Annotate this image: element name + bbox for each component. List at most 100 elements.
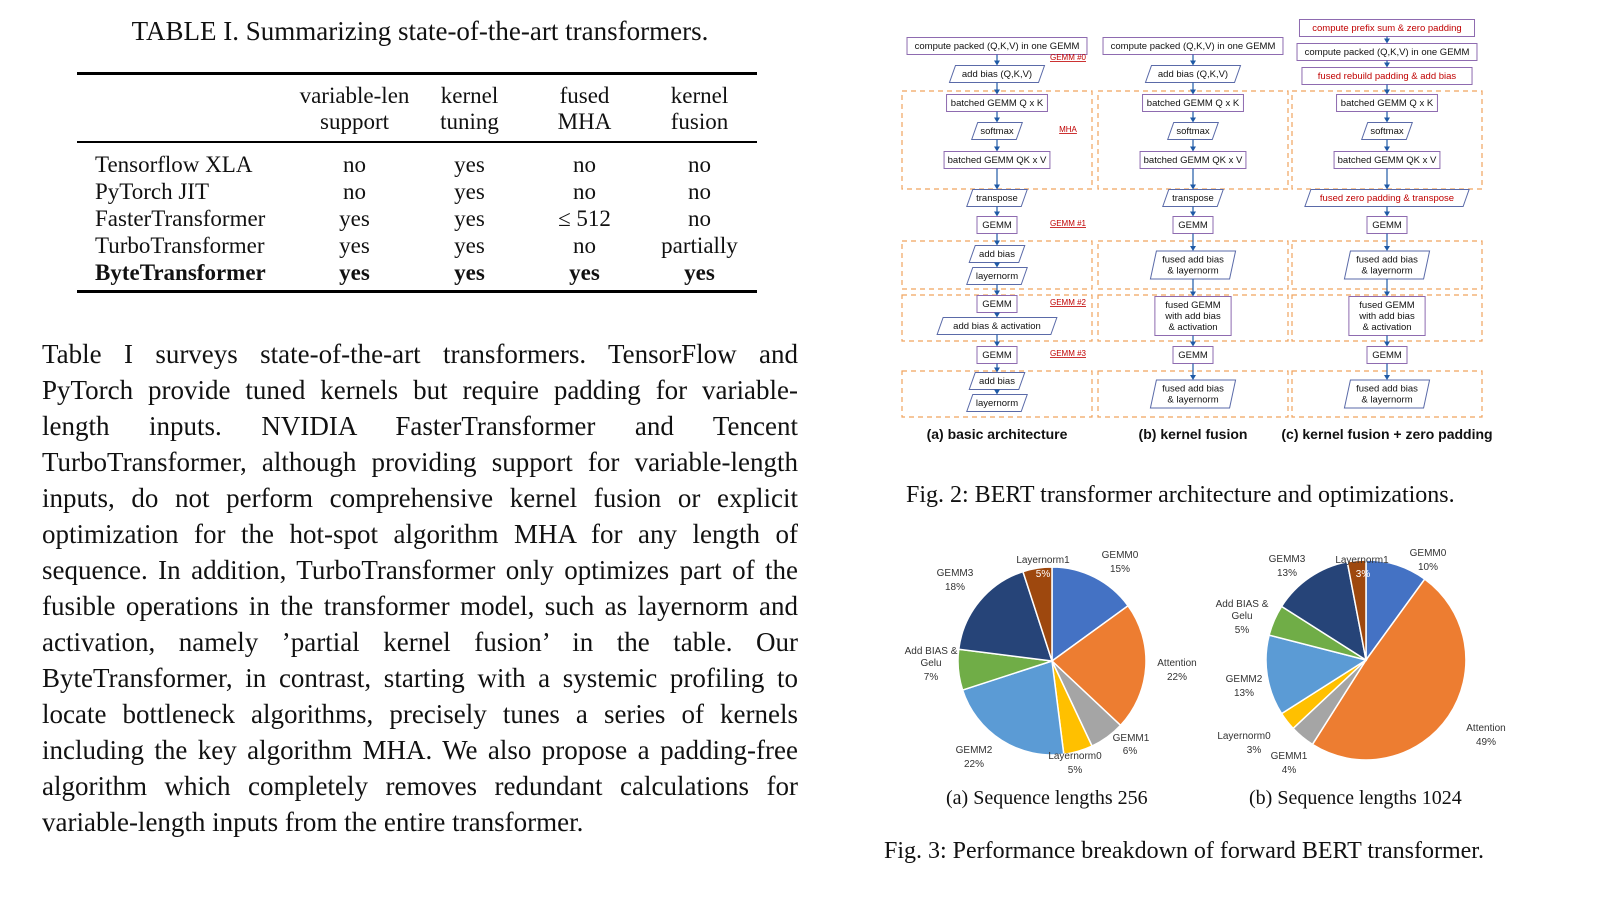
- cell: no: [573, 151, 596, 177]
- pie-slice-name: GEMM3: [1269, 554, 1306, 565]
- cell: yes: [454, 259, 485, 285]
- header-fused-mha: fused MHA: [557, 83, 612, 134]
- flow-node-parallelogram: [948, 65, 1046, 83]
- flow-arrowhead: [994, 146, 1000, 152]
- table-caption: TABLE I. Summarizing state-of-the-art tr…: [131, 16, 709, 46]
- pie-chart-seq1024: GEMM0 10% Attention 49% GEMM1 4% Layernorm0 3% G…: [1216, 548, 1506, 776]
- flow-node-label: fused GEMM: [1165, 300, 1221, 311]
- annotation-label: GEMM #3: [1050, 349, 1087, 358]
- pie-slice-layernorm1: [1346, 559, 1367, 661]
- pie-slice-name: Attention: [1157, 658, 1196, 669]
- pie-slice-percent: 15%: [1110, 564, 1130, 575]
- flow-node-label: & activation: [1168, 322, 1217, 333]
- flow-node-label: transpose: [976, 193, 1018, 204]
- diagram-column-label: (c) kernel fusion + zero padding: [1281, 426, 1492, 442]
- flow-node-label: fused rebuild padding & add bias: [1318, 71, 1457, 82]
- fig3-caption: Fig. 3: Performance breakdown of forward…: [884, 838, 1484, 864]
- flow-node-label: batched GEMM QK x V: [1144, 155, 1243, 166]
- cell: no: [573, 232, 596, 258]
- flow-node-parallelogram: [1167, 122, 1219, 140]
- flow-arrowhead: [994, 211, 1000, 217]
- flow-node-label: batched GEMM Q x K: [951, 98, 1044, 109]
- flow-arrowhead: [1384, 341, 1390, 347]
- annotation-label: GEMM #0: [1050, 53, 1087, 62]
- flow-node-label: & layernorm: [1167, 395, 1218, 406]
- flow-arrowhead: [1384, 38, 1390, 44]
- flow-node-parallelogram: [1361, 122, 1413, 140]
- flow-arrowhead: [1190, 89, 1196, 95]
- pie-slice-percent: 22%: [964, 759, 984, 770]
- flow-arrowhead: [1190, 246, 1196, 251]
- flow-arrowhead: [1384, 62, 1390, 68]
- pie-slice-percent: 3%: [1356, 569, 1371, 580]
- flow-node-parallelogram: [968, 372, 1026, 390]
- flow-node-label: transpose: [1172, 193, 1214, 204]
- flow-arrowhead: [1190, 291, 1196, 297]
- flow-arrowhead: [1384, 246, 1390, 251]
- flow-node-label: layernorm: [976, 271, 1018, 282]
- flow-arrowhead: [994, 290, 1000, 296]
- flow-node-label: GEMM: [1178, 350, 1208, 361]
- table-row: ByteTransformer yes yes yes yes: [77, 259, 757, 290]
- pie-slice-name: Gelu: [920, 658, 941, 669]
- fig2-caption: Fig. 2: BERT transformer architecture an…: [906, 482, 1455, 508]
- comparison-table-wrapper: variable-len support kernel tuning fused MH…: [77, 72, 757, 293]
- flow-node-label: GEMM: [1372, 350, 1402, 361]
- pie-slice-percent: 18%: [945, 582, 965, 593]
- pie-slice-gemm2: [1265, 634, 1368, 715]
- row-name: PyTorch JIT: [95, 178, 210, 204]
- header-variable-len: variable-len support: [299, 83, 410, 134]
- header-name: [77, 75, 297, 141]
- cell: yes: [569, 259, 600, 285]
- table-top-rule: [77, 72, 757, 75]
- table-bottom-rule: [77, 289, 757, 293]
- flow-node-parallelogram: [966, 394, 1028, 412]
- flow-node-label: & layernorm: [1167, 266, 1218, 277]
- flow-arrowhead: [1384, 117, 1390, 123]
- flow-node-label: fused add bias: [1356, 384, 1418, 395]
- flow-node-parallelogram: [1343, 250, 1431, 280]
- fig3b-caption: (b) Sequence lengths 1024: [1249, 787, 1462, 809]
- pie-slice-name: GEMM2: [1226, 674, 1263, 685]
- flow-arrowhead: [1190, 117, 1196, 123]
- pie-slice-name: Layernorm0: [1048, 751, 1102, 762]
- flow-node-parallelogram: [968, 245, 1026, 263]
- flow-node-label: add bias (Q,K,V): [962, 69, 1032, 80]
- pie-slice-name: Layernorm1: [1335, 555, 1389, 566]
- flow-node-label: batched GEMM QK x V: [1338, 155, 1437, 166]
- pie-slice-percent: 5%: [1235, 625, 1250, 636]
- pie-slice-percent: 10%: [1418, 562, 1438, 573]
- body-paragraph: Table I surveys state-of-the-art transfo…: [42, 339, 798, 837]
- annotation-label: GEMM #2: [1050, 298, 1087, 307]
- flow-arrowhead: [994, 184, 1000, 190]
- flow-node-label: add bias: [979, 249, 1015, 260]
- flow-node-box: [1154, 296, 1232, 336]
- flow-node-label: & layernorm: [1361, 266, 1412, 277]
- pie-slice-layernorm1: [1022, 566, 1053, 662]
- flow-node-label: GEMM: [982, 299, 1012, 310]
- annotation-label: MHA: [1059, 125, 1077, 134]
- row-name: TurboTransformer: [95, 232, 265, 258]
- cell: no: [573, 178, 596, 204]
- cell: yes: [684, 259, 715, 285]
- pie-slice-name: Add BIAS &: [1216, 599, 1269, 610]
- flow-node-label: add bias: [979, 376, 1015, 387]
- flow-node-label: add bias & activation: [953, 321, 1041, 332]
- cell: no: [688, 205, 711, 231]
- cell: no: [688, 178, 711, 204]
- pie-slice-name: Layernorm0: [1217, 731, 1271, 742]
- flow-arrowhead: [994, 312, 1000, 318]
- flow-node-label: compute packed (Q,K,V) in one GEMM: [1111, 41, 1276, 52]
- pie-slice-name: Add BIAS &: [905, 646, 958, 657]
- flow-arrowhead: [994, 367, 1000, 373]
- comparison-table: variable-len support kernel tuning fused MH…: [77, 75, 757, 290]
- flow-arrowhead: [1384, 211, 1390, 217]
- row-name: FasterTransformer: [95, 205, 266, 231]
- cell: yes: [339, 259, 370, 285]
- flow-node-label: with add bias: [1164, 311, 1221, 322]
- cell: no: [688, 151, 711, 177]
- table-row: TurboTransformer yes yes no partially: [77, 232, 757, 259]
- flow-node-parallelogram: [966, 267, 1028, 285]
- diagram-column-label: (b) kernel fusion: [1139, 426, 1248, 442]
- flow-arrowhead: [994, 240, 1000, 246]
